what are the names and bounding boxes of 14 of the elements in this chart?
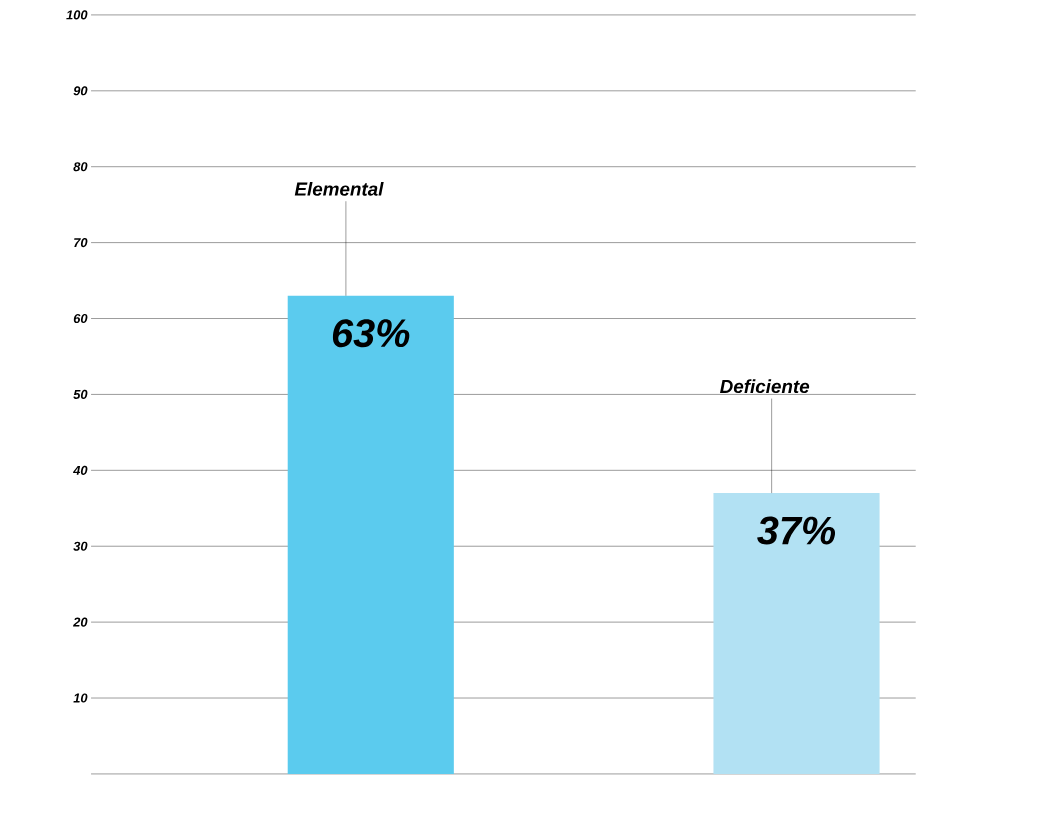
data-label: 63% <box>332 319 410 348</box>
y-tick-label: 60 <box>73 314 88 324</box>
y-tick-label: 20 <box>73 617 88 627</box>
y-tick-label: 30 <box>73 541 88 551</box>
y-tick-label: 70 <box>74 238 88 248</box>
y-tick-label: 10 <box>73 693 88 703</box>
x-tick-label: Deficiente <box>720 379 810 394</box>
y-tick-label: 100 <box>66 10 88 20</box>
data-label: 37% <box>757 516 836 545</box>
x-tick-label: Elemental <box>294 182 384 196</box>
y-tick-label: 80 <box>73 162 88 172</box>
y-tick-label: 40 <box>73 465 88 476</box>
y-tick-label: 90 <box>73 86 88 96</box>
y-tick-label: 50 <box>73 390 88 400</box>
